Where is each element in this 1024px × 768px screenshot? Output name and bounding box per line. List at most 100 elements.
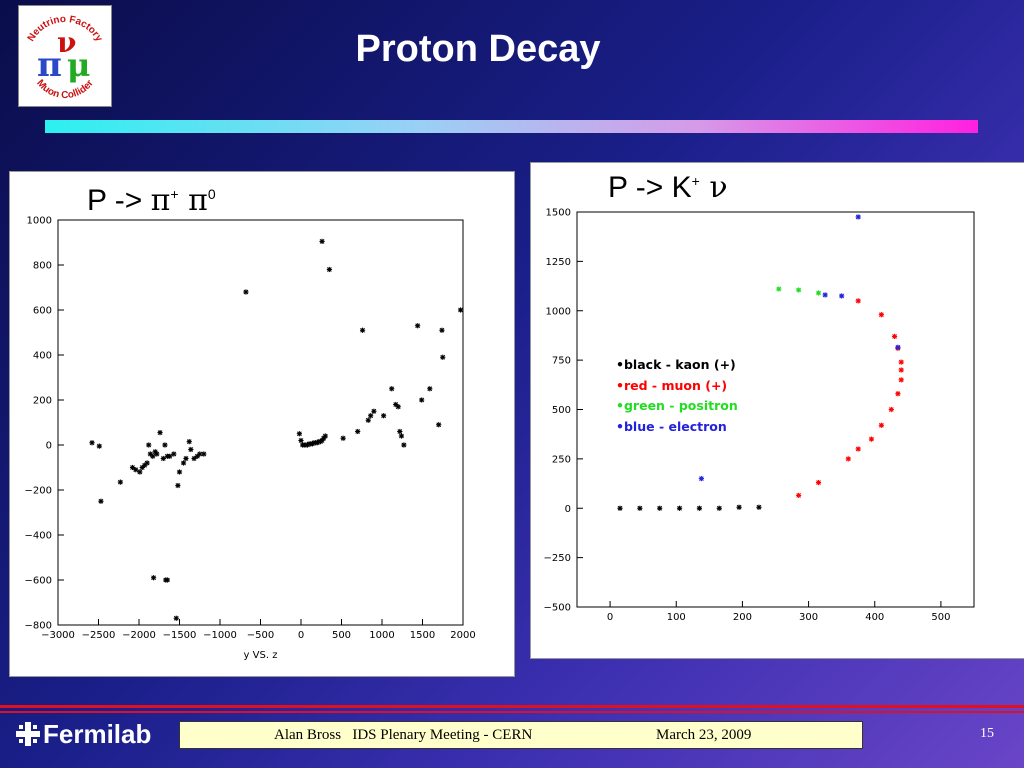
left-point (157, 430, 163, 436)
left-point-d2 (381, 413, 387, 419)
left-point-d2 (371, 408, 377, 414)
left-point (180, 460, 187, 466)
left-point-d2 (147, 451, 153, 457)
right-point-d2 (895, 391, 901, 397)
right-point (796, 287, 802, 293)
right-ytick-label: 250 (552, 454, 571, 465)
right-point (698, 476, 704, 482)
legend-muon: •red - muon (+) (616, 377, 728, 393)
left-xtick-label: 1000 (369, 630, 394, 641)
left-point-d2 (154, 451, 160, 457)
left-point (401, 442, 407, 448)
left-ytick-label: −800 (25, 621, 52, 632)
logo-graphic: Neutrino Factory Muon Collider π ν μ (26, 14, 105, 101)
right-point-d2 (716, 505, 722, 511)
right-point-d2 (756, 504, 762, 510)
footer-info-box: Alan Bross IDS Plenary Meeting - CERN Ma… (179, 721, 863, 749)
left-point (436, 422, 442, 428)
left-point (243, 289, 249, 295)
left-point-d2 (389, 386, 395, 392)
right-point (776, 286, 782, 292)
right-ytick-label: −500 (544, 603, 571, 614)
left-point (117, 479, 123, 485)
right-chart-panel (530, 162, 1024, 659)
right-point-d2 (617, 505, 623, 511)
left-point (167, 453, 173, 459)
right-ytick-label: 1250 (546, 257, 571, 268)
left-point-d2 (365, 417, 371, 423)
left-point (98, 498, 104, 504)
left-point (359, 327, 366, 333)
left-point-d2 (188, 447, 194, 452)
left-point-d2 (167, 453, 173, 459)
left-point-d2 (137, 469, 143, 475)
right-point-d2 (878, 312, 884, 318)
left-point-d2 (177, 469, 182, 475)
left-ytick-label: −400 (25, 531, 52, 542)
right-ytick-label: 0 (565, 504, 571, 515)
left-xtick-label: −1000 (203, 630, 237, 641)
left-point (298, 437, 304, 444)
right-xtick-label: 300 (799, 612, 818, 623)
left-point-d2 (197, 451, 203, 457)
left-point (398, 433, 405, 439)
left-point-d2 (150, 453, 156, 459)
right-point-d2 (796, 493, 802, 498)
left-point (389, 386, 395, 392)
right-point-d2 (898, 367, 904, 373)
left-point-d2 (427, 386, 433, 392)
left-ytick-label: 200 (33, 396, 52, 407)
right-point-d2 (892, 334, 897, 339)
left-title-sup1: + (170, 186, 179, 202)
left-xtick-label: 1500 (410, 630, 435, 641)
left-point (397, 428, 403, 435)
left-point (175, 482, 181, 489)
footer-date: March 23, 2009 (656, 727, 752, 743)
left-point (201, 451, 207, 457)
left-point-d2 (144, 460, 150, 466)
left-point-d2 (164, 577, 170, 583)
left-xtick-label: 500 (332, 630, 351, 641)
right-point (815, 479, 822, 486)
left-point (96, 443, 102, 449)
left-point-d2 (162, 442, 168, 448)
right-point-d2 (895, 344, 901, 350)
right-xtick-label: 400 (865, 612, 884, 623)
left-ytick-label: 0 (46, 441, 52, 452)
left-point (144, 460, 150, 466)
right-point-d2 (855, 214, 861, 220)
left-point-d2 (458, 307, 463, 313)
right-point (815, 290, 822, 296)
left-point-d2 (117, 479, 123, 485)
left-xtick-label: 0 (298, 630, 304, 641)
left-point (183, 455, 189, 462)
svg-text:μ: μ (67, 46, 90, 84)
right-point (898, 377, 904, 383)
left-point (368, 413, 374, 419)
right-point-d2 (869, 436, 874, 442)
left-point (419, 397, 425, 403)
right-point (845, 456, 851, 462)
right-point (855, 298, 861, 304)
left-point-d2 (440, 354, 446, 360)
left-point-d2 (436, 422, 442, 428)
left-point-d2 (401, 442, 407, 448)
right-chart-title: P -> K+ ν (608, 170, 728, 205)
right-point (637, 505, 643, 511)
left-xtick-label: −500 (247, 630, 274, 641)
left-point-d2 (322, 433, 328, 439)
left-ytick-label: 400 (33, 351, 52, 362)
right-xtick-label: 500 (931, 612, 950, 623)
right-point (868, 436, 875, 442)
right-point-d2 (855, 446, 861, 452)
page-number: 15 (980, 726, 994, 741)
left-point (355, 428, 361, 435)
left-point-d2 (395, 404, 401, 410)
left-point (160, 455, 166, 462)
right-point (617, 505, 623, 511)
left-point-d2 (160, 456, 166, 461)
left-point-d2 (393, 402, 399, 407)
left-point (365, 417, 371, 423)
left-ytick-label: 1000 (27, 216, 52, 227)
